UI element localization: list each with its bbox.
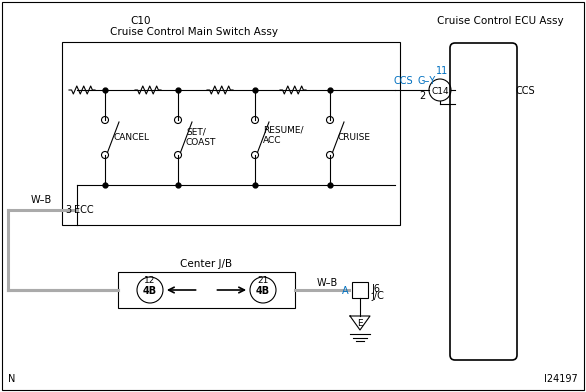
Text: RESUME/
ACC: RESUME/ ACC [263,125,304,145]
Text: E: E [357,318,363,327]
Text: I24197: I24197 [544,374,578,384]
Bar [62,42,400,225]
Text: 4B: 4B [143,286,157,296]
Text: A: A [342,286,349,296]
Text: W–B: W–B [30,195,52,205]
Bar [352,282,368,298]
Text: C10: C10 [130,16,151,26]
Text: 3: 3 [65,205,71,215]
Text: CCS: CCS [393,76,413,86]
Text: Cruise Control ECU Assy: Cruise Control ECU Assy [437,16,564,26]
Text: CANCEL: CANCEL [113,132,149,142]
Bar [118,272,295,308]
Text: W–B: W–B [317,278,338,288]
Text: Cruise Control Main Switch Assy: Cruise Control Main Switch Assy [110,27,278,37]
Text: J6: J6 [371,284,380,294]
Text: C14: C14 [431,87,449,96]
Text: 12: 12 [144,276,156,285]
Text: 21: 21 [257,276,269,285]
Text: 4B: 4B [256,286,270,296]
Text: SET/
COAST: SET/ COAST [186,127,216,147]
Text: CCS: CCS [515,86,534,96]
Text: CRUISE: CRUISE [338,132,371,142]
Text: 11: 11 [436,66,448,76]
Text: Center J/B: Center J/B [180,259,233,269]
Text: N: N [8,374,15,384]
Text: ECC: ECC [74,205,94,215]
Text: 2: 2 [419,91,425,101]
Text: J/C: J/C [371,291,384,301]
Text: G–Y: G–Y [418,76,436,86]
